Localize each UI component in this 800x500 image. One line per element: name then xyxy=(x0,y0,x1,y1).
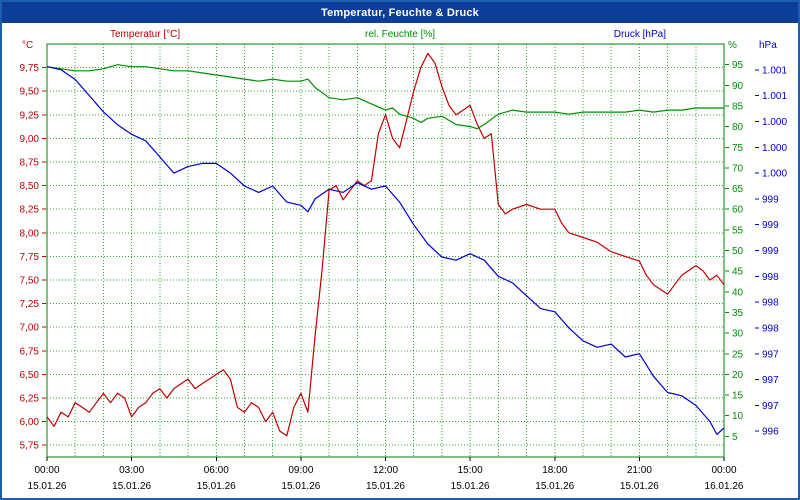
y-tick-label: 6,75 xyxy=(20,346,40,357)
y-tick-label: 6,00 xyxy=(20,417,40,428)
y-tick-label: 9,25 xyxy=(20,110,40,121)
y-tick-label: 9,00 xyxy=(20,134,40,145)
x-date-label: 15.01.26 xyxy=(112,481,151,492)
y-tick-label: 85 xyxy=(732,101,744,112)
y-tick-label: 6,50 xyxy=(20,370,40,381)
y-tick-label: 80 xyxy=(732,122,744,133)
x-date-label: 15.01.26 xyxy=(281,481,320,492)
y-tick-label: 997 xyxy=(762,401,779,412)
y-tick-label: 9,50 xyxy=(20,87,40,98)
x-tick-label: 03:00 xyxy=(119,465,144,476)
pressure-unit-label: hPa xyxy=(759,40,777,51)
x-tick-label: 09:00 xyxy=(288,465,313,476)
temperature-axis-title: Temperatur [°C] xyxy=(110,29,181,40)
y-tick-label: 20 xyxy=(732,370,744,381)
y-tick-label: 45 xyxy=(732,267,744,278)
y-tick-label: 70 xyxy=(732,163,744,174)
humidity-unit-label: % xyxy=(728,40,737,51)
window-titlebar: Temperatur, Feuchte & Druck xyxy=(2,2,798,23)
y-tick-label: 55 xyxy=(732,225,744,236)
y-tick-label: 10 xyxy=(732,411,744,422)
y-tick-label: 1.001 xyxy=(762,65,787,76)
x-date-label: 15.01.26 xyxy=(28,481,67,492)
y-tick-label: 25 xyxy=(732,349,744,360)
y-tick-label: 1.000 xyxy=(762,169,787,180)
y-tick-label: 999 xyxy=(762,246,779,257)
y-tick-label: 5 xyxy=(732,432,738,443)
y-tick-label: 40 xyxy=(732,287,744,298)
y-tick-label: 999 xyxy=(762,194,779,205)
x-date-label: 15.01.26 xyxy=(451,481,490,492)
x-date-label: 15.01.26 xyxy=(366,481,405,492)
y-tick-label: 60 xyxy=(732,205,744,216)
y-tick-label: 30 xyxy=(732,329,744,340)
y-tick-label: 996 xyxy=(762,427,779,438)
y-tick-label: 75 xyxy=(732,143,744,154)
y-tick-label: 15 xyxy=(732,391,744,402)
x-date-label: 16.01.26 xyxy=(705,481,744,492)
window-title: Temperatur, Feuchte & Druck xyxy=(320,6,479,19)
y-tick-label: 998 xyxy=(762,272,779,283)
y-tick-label: 50 xyxy=(732,246,744,257)
series-pressure-line xyxy=(46,66,725,435)
y-tick-label: 7,00 xyxy=(20,323,40,334)
y-tick-label: 8,50 xyxy=(20,181,40,192)
y-tick-label: 999 xyxy=(762,220,779,231)
y-tick-label: 1.001 xyxy=(762,91,787,102)
y-tick-label: 65 xyxy=(732,184,744,195)
y-tick-label: 8,00 xyxy=(20,228,40,239)
x-date-label: 15.01.26 xyxy=(620,481,659,492)
x-tick-label: 21:00 xyxy=(627,465,652,476)
y-tick-label: 8,75 xyxy=(20,158,40,169)
y-tick-label: 5,75 xyxy=(20,441,40,452)
series-humidity-line xyxy=(46,64,724,130)
y-tick-label: 95 xyxy=(732,60,744,71)
y-tick-label: 1.000 xyxy=(762,143,787,154)
x-date-label: 15.01.26 xyxy=(197,481,236,492)
x-tick-label: 06:00 xyxy=(204,465,229,476)
y-tick-label: 6,25 xyxy=(20,394,40,405)
y-tick-label: 998 xyxy=(762,298,779,309)
y-tick-label: 7,25 xyxy=(20,299,40,310)
y-tick-label: 998 xyxy=(762,323,779,334)
y-tick-label: 90 xyxy=(732,81,744,92)
x-tick-label: 12:00 xyxy=(373,465,398,476)
x-date-label: 15.01.26 xyxy=(535,481,574,492)
y-tick-label: 997 xyxy=(762,349,779,360)
y-tick-label: 1.000 xyxy=(762,117,787,128)
temperature-unit-label: °C xyxy=(22,40,34,51)
x-tick-label: 18:00 xyxy=(542,465,567,476)
pressure-axis-title: Druck [hPa] xyxy=(613,29,666,40)
y-tick-label: 7,50 xyxy=(20,276,40,287)
x-tick-label: 00:00 xyxy=(34,465,59,476)
y-tick-label: 9,75 xyxy=(20,63,40,74)
y-tick-label: 997 xyxy=(762,375,779,386)
y-tick-label: 35 xyxy=(732,308,744,319)
y-tick-label: 7,75 xyxy=(20,252,40,263)
x-tick-label: 15:00 xyxy=(458,465,483,476)
humidity-axis-title: rel. Feuchte [%] xyxy=(364,29,436,40)
x-tick-label: 00:00 xyxy=(711,465,736,476)
y-tick-label: 8,25 xyxy=(20,205,40,216)
